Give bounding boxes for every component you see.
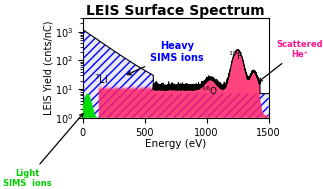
Text: $^{16}$O: $^{16}$O bbox=[201, 84, 217, 97]
Text: Scattered
He⁺: Scattered He⁺ bbox=[259, 40, 323, 81]
Text: Heavy
SIMS ions: Heavy SIMS ions bbox=[127, 41, 204, 75]
X-axis label: Energy (eV): Energy (eV) bbox=[145, 139, 206, 149]
Y-axis label: LEIS Yield (cnts/nC): LEIS Yield (cnts/nC) bbox=[43, 21, 53, 115]
Text: Light
SIMS  ions: Light SIMS ions bbox=[3, 114, 83, 188]
Title: LEIS Surface Spectrum: LEIS Surface Spectrum bbox=[86, 4, 265, 18]
Text: $^7$Li: $^7$Li bbox=[94, 72, 108, 86]
Text: $^{19}$F: $^{19}$F bbox=[228, 49, 243, 62]
